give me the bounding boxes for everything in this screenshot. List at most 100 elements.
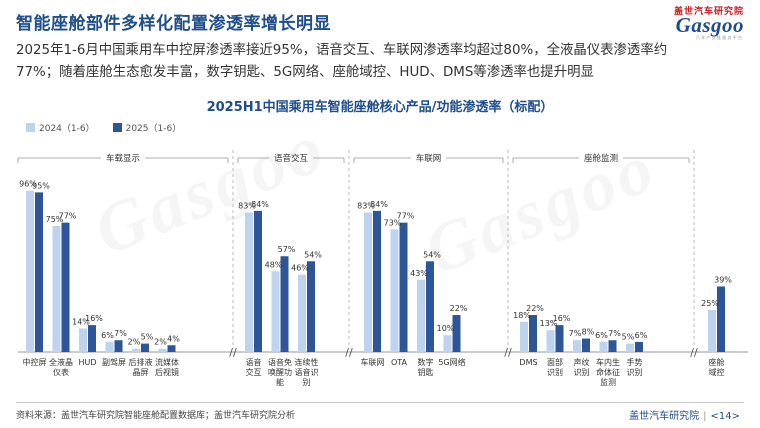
bar-2024 xyxy=(599,341,608,352)
chart-title: 2025H1中国乘用车智能座舱核心产品/功能渗透率（标配） xyxy=(206,100,554,115)
category-tick-label: 仪表 xyxy=(53,367,69,377)
data-label-2024: 46% xyxy=(291,264,309,273)
bar-2025 xyxy=(582,338,590,352)
category-tick-label: 识别 xyxy=(627,368,643,377)
brand-logo: 盖世汽车研究院 Gasgoo 汽 车 产 业 链 服 务 平 台 xyxy=(644,4,744,42)
data-label-2025: 95% xyxy=(32,181,50,190)
bar-2025 xyxy=(452,315,461,352)
data-label-2025: 57% xyxy=(278,245,296,254)
group-label: 座舱监测 xyxy=(584,153,618,164)
footer-brand: 盖世汽车研究院 | <14> xyxy=(629,411,740,422)
data-label-2024: 2% xyxy=(128,338,141,347)
data-label-2024: 48% xyxy=(265,260,283,269)
data-label-2025: 16% xyxy=(85,314,103,323)
axis-break-mark: // xyxy=(229,346,237,359)
category-tick-label: HUD xyxy=(78,358,96,367)
bar-2025 xyxy=(426,261,434,352)
category-tick-label: 语音识 xyxy=(295,367,319,377)
bar-2025 xyxy=(167,345,176,352)
bar-2024 xyxy=(573,340,581,352)
category-tick-label: 流媒体 xyxy=(155,357,179,367)
data-label-2025: 54% xyxy=(423,250,441,259)
bar-2024 xyxy=(546,330,555,352)
bar-2025 xyxy=(141,343,149,352)
bar-2025 xyxy=(399,222,408,352)
category-tick-label: 声纹 xyxy=(574,357,590,367)
category-tick-label: 识别 xyxy=(547,368,563,377)
bar-2024 xyxy=(390,229,399,352)
bar-2024 xyxy=(271,271,280,352)
bar-2025 xyxy=(35,192,43,352)
category-tick-label: 能 xyxy=(276,377,284,387)
category-tick-label: 唤醒功 xyxy=(268,367,292,377)
category-tick-label: 交互 xyxy=(246,367,262,377)
bar-2025 xyxy=(88,325,96,352)
category-tick-label: DMS xyxy=(519,358,537,367)
bar-2024 xyxy=(520,321,528,352)
logo-subtitle: 汽 车 产 业 链 服 务 平 台 xyxy=(695,35,742,40)
data-label-2024: 7% xyxy=(569,329,582,338)
category-tick-label: 钥匙 xyxy=(418,367,434,377)
bar-2025 xyxy=(555,325,564,352)
bar-2024 xyxy=(158,348,167,352)
chart-legend: 2024（1-6） 2025（1-6） xyxy=(26,121,199,134)
category-tick-label: 副驾屏 xyxy=(102,357,126,367)
axis-break-mark: // xyxy=(504,346,512,359)
bar-2025 xyxy=(717,286,725,352)
data-label-2025: 84% xyxy=(370,200,388,209)
category-tick-label: 语音 xyxy=(246,357,262,367)
data-label-2025: 54% xyxy=(304,250,322,259)
data-label-2025: 5% xyxy=(141,333,154,342)
summary-line-2: 77%；随着座舱生态愈发丰富，数字钥匙、5G网络、座舱域控、HUD、DMS等渗透… xyxy=(16,65,594,80)
group-label: 语音交互 xyxy=(274,153,309,164)
category-tick-label: 语音免 xyxy=(268,357,292,367)
category-tick-label: OTA xyxy=(391,358,408,367)
summary-line-1: 2025年1-6月中国乘用车中控屏渗透率接近95%，语音交互、车联网渗透率均超过… xyxy=(16,43,668,58)
data-label-2024: 6% xyxy=(595,331,608,340)
category-tick-label: 车联网 xyxy=(361,357,385,367)
data-label-2024: 14% xyxy=(72,317,90,326)
data-label-2024: 25% xyxy=(701,299,719,308)
bar-2024 xyxy=(132,348,140,352)
bar-2024 xyxy=(26,190,34,352)
bar-2024 xyxy=(52,226,61,352)
data-label-2025: 77% xyxy=(397,212,415,221)
bar-2025 xyxy=(529,315,537,352)
footer-divider xyxy=(16,402,744,403)
bar-2024 xyxy=(364,212,372,352)
category-tick-label: 全液晶 xyxy=(49,357,73,367)
bar-2025 xyxy=(307,261,315,352)
data-label-2024: 2% xyxy=(154,338,167,347)
logo-en-text: Gasgoo xyxy=(675,13,744,37)
data-label-2024: 43% xyxy=(410,269,428,278)
group-label: 车联网 xyxy=(416,153,442,164)
legend-swatch-2025 xyxy=(112,123,122,132)
bar-2024 xyxy=(105,341,114,352)
bar-2025 xyxy=(61,222,70,352)
category-tick-label: 数字 xyxy=(418,357,434,367)
data-label-2025: 8% xyxy=(582,328,595,337)
axis-break-mark: // xyxy=(690,346,698,359)
data-label-2025: 39% xyxy=(714,275,732,284)
category-tick-label: 手势 xyxy=(627,357,643,367)
bar-2024 xyxy=(443,335,452,352)
category-tick-label: 后视镜 xyxy=(155,367,179,377)
data-label-2024: 75% xyxy=(46,215,64,224)
group-label: 车载显示 xyxy=(106,153,140,164)
bar-2024 xyxy=(298,274,306,352)
bar-2025 xyxy=(280,256,289,352)
page-number: <14> xyxy=(710,411,740,422)
bar-2024 xyxy=(708,310,716,352)
data-label-2024: 5% xyxy=(622,333,635,342)
data-label-2024: 10% xyxy=(437,324,455,333)
data-label-2024: 83% xyxy=(357,202,375,211)
category-tick-label: 命体征 xyxy=(596,367,620,377)
bar-2024 xyxy=(79,328,87,352)
axis-break-mark: // xyxy=(345,346,353,359)
page-title: 智能座舱部件多样化配置渗透率增长明显 xyxy=(16,14,331,34)
bar-2025 xyxy=(635,341,643,352)
bar-2025 xyxy=(254,210,262,352)
data-label-2025: 7% xyxy=(114,329,127,338)
summary-text: 2025年1-6月中国乘用车中控屏渗透率接近95%，语音交互、车联网渗透率均超过… xyxy=(16,40,746,84)
legend-swatch-2024 xyxy=(26,123,35,132)
